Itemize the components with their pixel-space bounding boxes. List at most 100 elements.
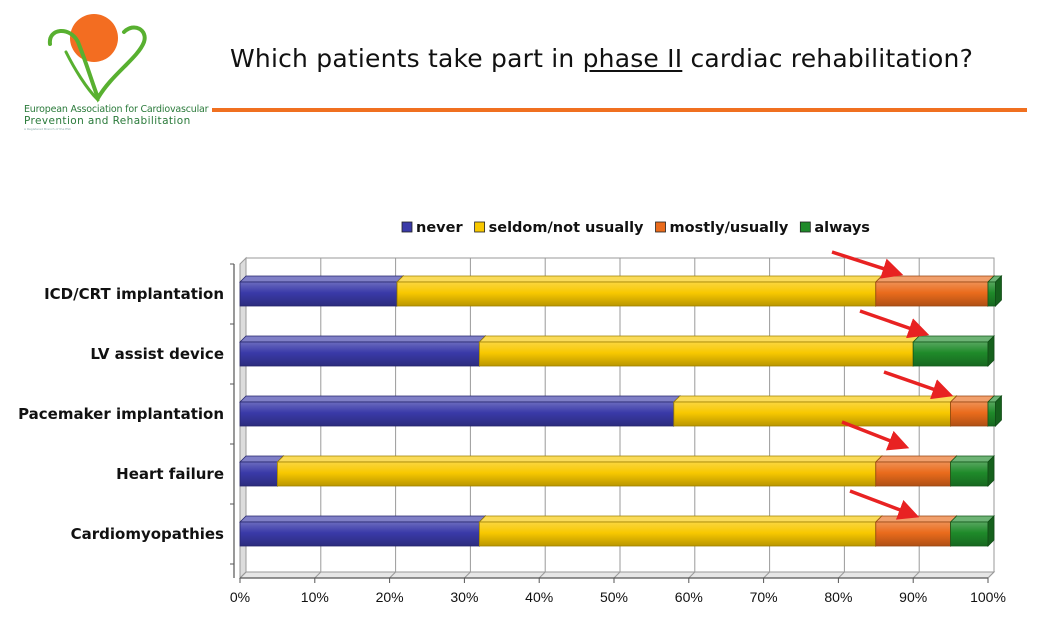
- bar-never: [239, 455, 285, 487]
- bar-top-face: [949, 515, 995, 523]
- gridline-floor: [538, 571, 546, 579]
- bar-end-face: [987, 515, 995, 547]
- bar-front-face: [239, 401, 675, 427]
- title-underlined-part: phase II: [582, 44, 683, 73]
- red-arrow-annotation: [841, 420, 910, 451]
- bar-top-face: [239, 515, 487, 523]
- bar-always: [987, 275, 1003, 307]
- bar-front-face: [875, 461, 951, 487]
- gridline-floor: [239, 571, 247, 579]
- bar-front-face: [950, 521, 989, 547]
- bar-top-face: [478, 515, 883, 523]
- bar-front-face: [239, 461, 278, 487]
- category-labels: ICD/CRT implantation LV assist device Pace…: [18, 285, 224, 543]
- gridline-floor: [912, 571, 920, 579]
- gridline-floor: [987, 571, 995, 579]
- logo-text-line3: A Registered Branch of the ESC: [24, 127, 72, 131]
- category-label: ICD/CRT implantation: [44, 285, 224, 303]
- bar-front-face: [950, 461, 989, 487]
- bar-top-face: [276, 455, 883, 463]
- bar-front-face: [875, 281, 989, 307]
- bar-never: [239, 275, 405, 307]
- bar-seldom-not-usually: [478, 335, 921, 367]
- category-label: LV assist device: [90, 345, 224, 363]
- slide-title: Which patients take part in phase II car…: [230, 44, 1030, 73]
- bar-top-face: [874, 455, 958, 463]
- x-tick-label: 100%: [970, 589, 1006, 605]
- x-tick-label: 70%: [750, 589, 778, 605]
- x-tick-label: 50%: [600, 589, 628, 605]
- logo-heart-inner: [64, 50, 100, 102]
- bar-top-face: [239, 455, 285, 463]
- category-label: Cardiomyopathies: [71, 525, 224, 543]
- chart-axes: [230, 263, 989, 583]
- bar-front-face: [396, 281, 877, 307]
- x-tick-label: 40%: [525, 589, 553, 605]
- bar-mostly-usually: [874, 455, 958, 487]
- chart-legend: never seldom/not usually mostly/usually alw…: [401, 220, 870, 236]
- bar-mostly-usually: [874, 515, 958, 547]
- bar-top-face: [672, 395, 958, 403]
- legend-label: mostly/usually: [670, 220, 789, 236]
- bar-never: [239, 395, 681, 427]
- bar-top-face: [874, 515, 958, 523]
- red-arrow-annotation: [849, 489, 920, 520]
- bar-end-face: [987, 455, 995, 487]
- bar-top-face: [478, 335, 921, 343]
- chart-bars: [239, 275, 1003, 547]
- legend-swatch: [474, 221, 486, 233]
- x-tick-label: 60%: [675, 589, 703, 605]
- eacpr-logo: [47, 14, 147, 103]
- bar-always: [949, 455, 995, 487]
- bar-end-face: [987, 335, 995, 367]
- x-tick-label: 10%: [301, 589, 329, 605]
- bar-front-face: [673, 401, 952, 427]
- title-part-2: cardiac rehabilitation?: [682, 44, 974, 73]
- bar-top-face: [396, 275, 883, 283]
- bar-front-face: [478, 341, 914, 367]
- red-arrow-annotation: [883, 370, 954, 400]
- bar-top-face: [239, 395, 681, 403]
- gridline-floor: [613, 571, 621, 579]
- red-arrow-annotation: [859, 309, 930, 339]
- bar-seldom-not-usually: [672, 395, 958, 427]
- x-tick-label: 0%: [230, 589, 250, 605]
- gridline-floor: [688, 571, 696, 579]
- x-tick-labels: 0% 10% 20% 30% 40% 50% 60% 70% 80% 90% 100%: [230, 589, 1006, 605]
- bar-front-face: [912, 341, 989, 367]
- gridline-floor: [763, 571, 770, 579]
- bar-never: [239, 515, 487, 547]
- x-tick-label: 20%: [376, 589, 404, 605]
- logo-text-line1: European Association for Cardiovascular: [24, 104, 209, 115]
- bar-mostly-usually: [874, 275, 995, 307]
- bar-top-face: [239, 275, 405, 283]
- bar-front-face: [276, 461, 877, 487]
- x-tick-label: 30%: [450, 589, 478, 605]
- bar-never: [239, 335, 487, 367]
- bar-front-face: [875, 521, 951, 547]
- bar-front-face: [987, 401, 996, 427]
- bar-top-face: [239, 335, 487, 343]
- bar-front-face: [478, 521, 877, 547]
- gridline-floor: [389, 571, 396, 579]
- annotation-arrows: [831, 250, 954, 520]
- logo-text-line2: Prevention and Rehabilitation: [24, 115, 191, 127]
- bar-always: [912, 335, 995, 367]
- legend-swatch: [655, 221, 666, 233]
- red-arrow-annotation: [831, 250, 904, 279]
- bar-always: [949, 515, 995, 547]
- bar-top-face: [912, 335, 995, 343]
- x-tick-label: 80%: [824, 589, 852, 605]
- bar-seldom-not-usually: [396, 275, 883, 307]
- title-rule: [212, 108, 1027, 112]
- bar-top-face: [949, 395, 995, 403]
- bar-front-face: [950, 401, 989, 427]
- bar-top-face: [874, 275, 995, 283]
- bar-seldom-not-usually: [478, 515, 883, 547]
- bar-mostly-usually: [949, 395, 995, 427]
- bar-front-face: [239, 281, 398, 307]
- gridline-floor: [314, 571, 322, 579]
- bar-always: [987, 395, 1003, 427]
- legend-swatch: [799, 221, 811, 233]
- legend-label: always: [814, 220, 870, 236]
